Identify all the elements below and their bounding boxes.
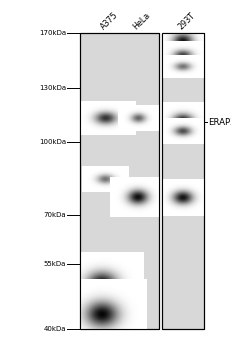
Text: HeLa: HeLa [131,11,152,32]
Text: 170kDa: 170kDa [39,30,66,36]
Text: 40kDa: 40kDa [43,326,66,332]
Bar [80,33,158,329]
Text: 70kDa: 70kDa [43,212,66,218]
Bar [162,33,203,329]
Text: A375: A375 [99,10,120,32]
Bar [80,33,158,329]
Text: 55kDa: 55kDa [44,261,66,267]
Text: 293T: 293T [176,11,197,32]
Text: 130kDa: 130kDa [39,85,66,91]
Text: 100kDa: 100kDa [39,139,66,145]
Bar [162,33,203,329]
Text: ERAP2: ERAP2 [207,118,231,127]
